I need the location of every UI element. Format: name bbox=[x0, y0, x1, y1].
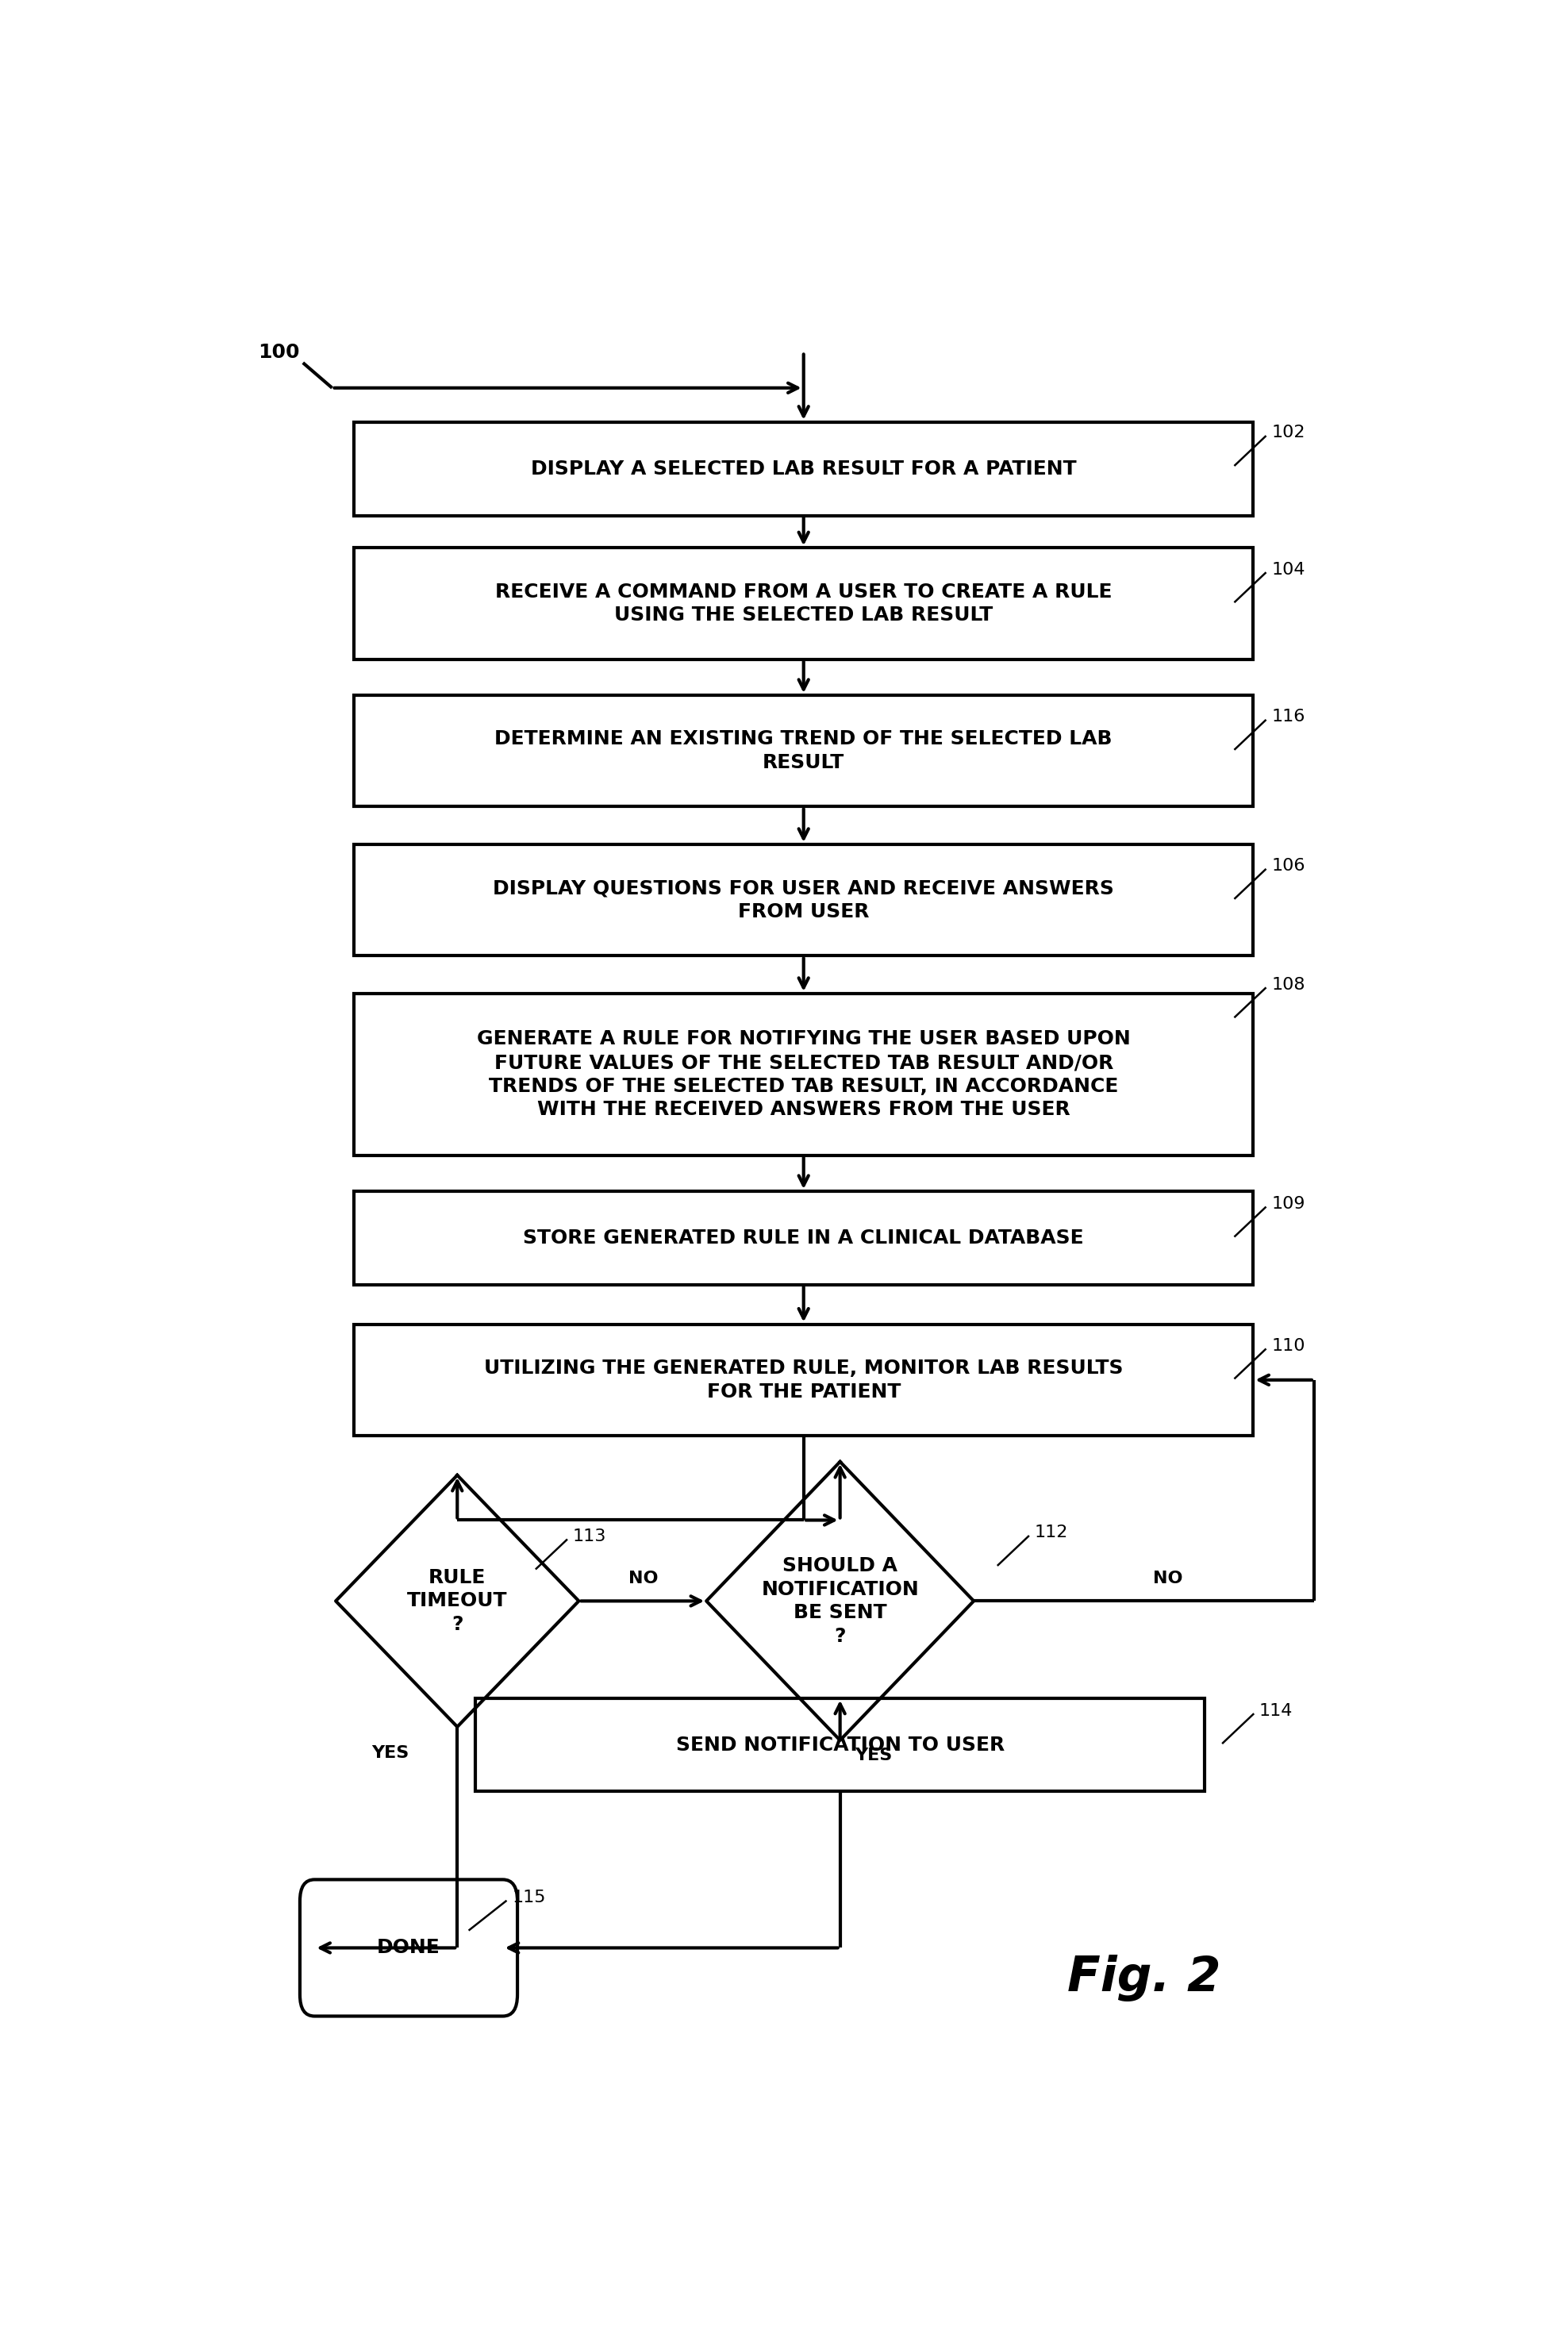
Text: DISPLAY QUESTIONS FOR USER AND RECEIVE ANSWERS
FROM USER: DISPLAY QUESTIONS FOR USER AND RECEIVE A… bbox=[492, 880, 1115, 922]
Text: RULE
TIMEOUT
?: RULE TIMEOUT ? bbox=[408, 1568, 508, 1634]
Text: SHOULD A
NOTIFICATION
BE SENT
?: SHOULD A NOTIFICATION BE SENT ? bbox=[760, 1557, 919, 1645]
Bar bbox=[354, 994, 1253, 1155]
Bar bbox=[475, 1699, 1204, 1793]
Text: 115: 115 bbox=[511, 1891, 546, 1905]
Polygon shape bbox=[706, 1461, 974, 1741]
Text: 112: 112 bbox=[1035, 1524, 1068, 1540]
Bar bbox=[354, 1323, 1253, 1435]
Text: YES: YES bbox=[855, 1748, 892, 1765]
Text: 114: 114 bbox=[1259, 1704, 1294, 1718]
Text: 102: 102 bbox=[1272, 425, 1305, 441]
Text: NO: NO bbox=[1154, 1571, 1182, 1587]
FancyBboxPatch shape bbox=[299, 1879, 517, 2017]
Text: 116: 116 bbox=[1272, 710, 1305, 726]
Text: DISPLAY A SELECTED LAB RESULT FOR A PATIENT: DISPLAY A SELECTED LAB RESULT FOR A PATI… bbox=[532, 460, 1076, 478]
Text: 113: 113 bbox=[572, 1529, 607, 1545]
Text: 104: 104 bbox=[1272, 562, 1305, 576]
Text: UTILIZING THE GENERATED RULE, MONITOR LAB RESULTS
FOR THE PATIENT: UTILIZING THE GENERATED RULE, MONITOR LA… bbox=[485, 1358, 1123, 1400]
Text: 108: 108 bbox=[1272, 976, 1305, 992]
Text: YES: YES bbox=[372, 1746, 409, 1760]
Text: 109: 109 bbox=[1272, 1195, 1305, 1211]
Polygon shape bbox=[336, 1475, 579, 1727]
Text: Fig. 2: Fig. 2 bbox=[1068, 1956, 1220, 2003]
Bar bbox=[354, 845, 1253, 957]
Text: 110: 110 bbox=[1272, 1337, 1305, 1354]
Text: DONE: DONE bbox=[376, 1937, 441, 1958]
Text: 106: 106 bbox=[1272, 859, 1305, 873]
Text: GENERATE A RULE FOR NOTIFYING THE USER BASED UPON
FUTURE VALUES OF THE SELECTED : GENERATE A RULE FOR NOTIFYING THE USER B… bbox=[477, 1029, 1131, 1120]
Text: NO: NO bbox=[629, 1571, 659, 1587]
Bar bbox=[354, 548, 1253, 658]
Bar bbox=[354, 696, 1253, 808]
Text: 100: 100 bbox=[257, 343, 299, 362]
Bar bbox=[354, 422, 1253, 516]
Text: DETERMINE AN EXISTING TREND OF THE SELECTED LAB
RESULT: DETERMINE AN EXISTING TREND OF THE SELEC… bbox=[495, 731, 1112, 773]
Text: STORE GENERATED RULE IN A CLINICAL DATABASE: STORE GENERATED RULE IN A CLINICAL DATAB… bbox=[524, 1228, 1083, 1246]
Bar bbox=[354, 1190, 1253, 1284]
Text: RECEIVE A COMMAND FROM A USER TO CREATE A RULE
USING THE SELECTED LAB RESULT: RECEIVE A COMMAND FROM A USER TO CREATE … bbox=[495, 581, 1112, 626]
Text: SEND NOTIFICATION TO USER: SEND NOTIFICATION TO USER bbox=[676, 1734, 1005, 1755]
